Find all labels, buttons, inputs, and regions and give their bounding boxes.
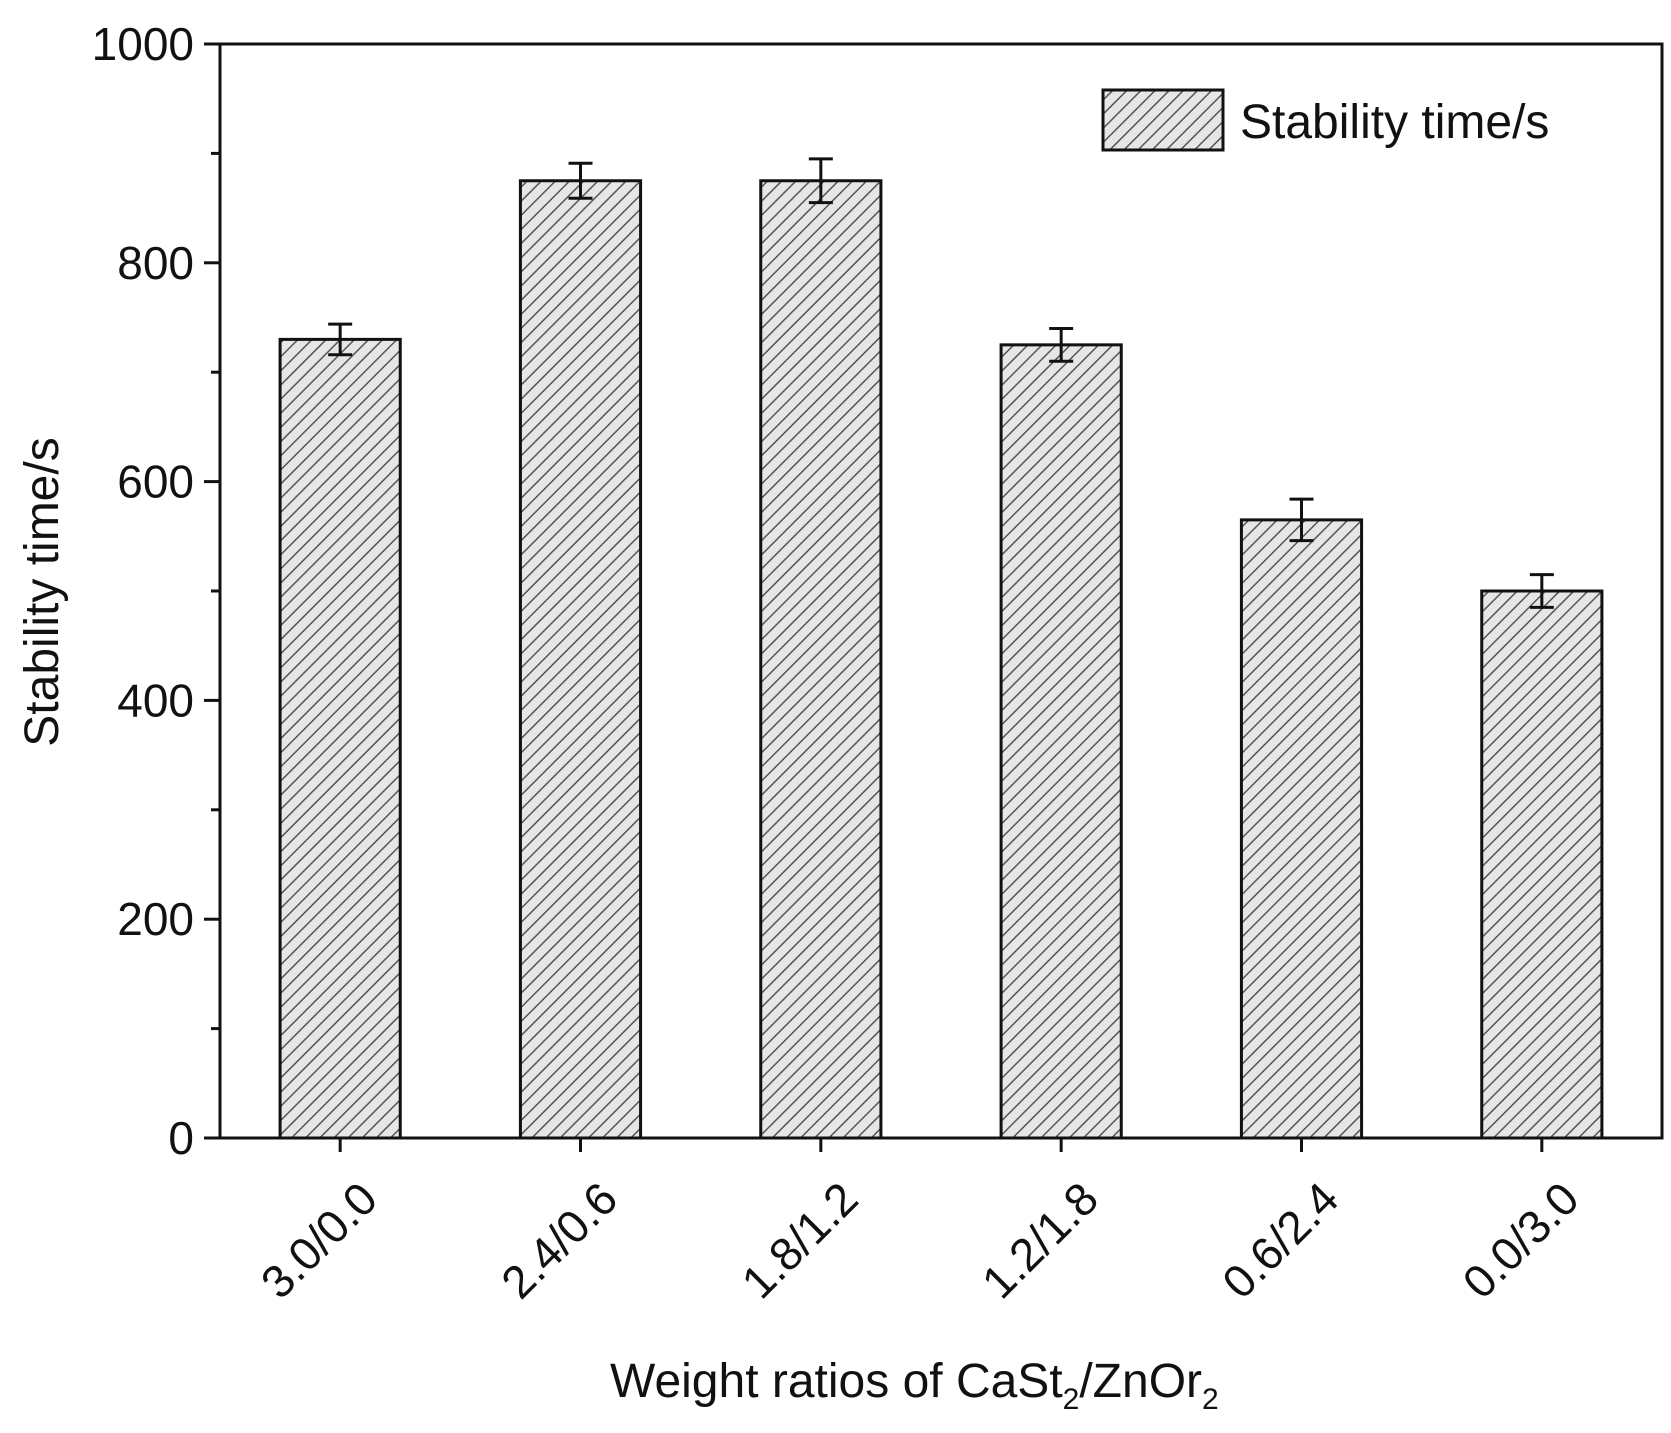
x-axis-title-prefix: Weight ratios of CaSt [610,1355,1063,1408]
x-tick-label: 1.2/1.8 [972,1172,1108,1308]
plot-frame [218,42,1664,1140]
plot-area: 0 200 400 600 800 1000 3.0/0.0 2.4/0.6 1.8/1.2 1.… [92,18,1664,1308]
x-tick-label: 0.0/3.0 [1452,1172,1588,1308]
x-axis-title-middle: /ZnOr [1079,1355,1202,1408]
bar [1239,518,1364,1140]
y-tick-label: 800 [117,237,194,289]
y-tick-label: 200 [117,893,194,945]
bar [1480,589,1604,1140]
bar [518,179,643,1140]
y-tick-label: 400 [117,674,194,726]
x-tick-label: 2.4/0.6 [491,1172,627,1308]
x-axis-title-sub2: 2 [1202,1383,1219,1416]
y-tick-label: 0 [168,1112,194,1164]
bar [999,343,1123,1140]
y-tick-label: 1000 [92,18,194,70]
x-tick-label: 1.8/1.2 [731,1172,867,1308]
legend-label: Stability time/s [1240,96,1549,149]
bar [278,337,402,1140]
y-axis-title: Stability time/s [16,437,69,746]
bar [759,179,883,1140]
legend: Stability time/s [1101,88,1549,152]
x-tick-label: 3.0/0.0 [251,1172,387,1308]
y-tick-label: 600 [117,456,194,508]
x-axis-title: Weight ratios of CaSt2/ZnOr2 [610,1355,1219,1416]
legend-swatch [1101,88,1225,152]
x-axis-title-sub1: 2 [1063,1383,1080,1416]
x-tick-label: 0.6/2.4 [1212,1172,1348,1308]
